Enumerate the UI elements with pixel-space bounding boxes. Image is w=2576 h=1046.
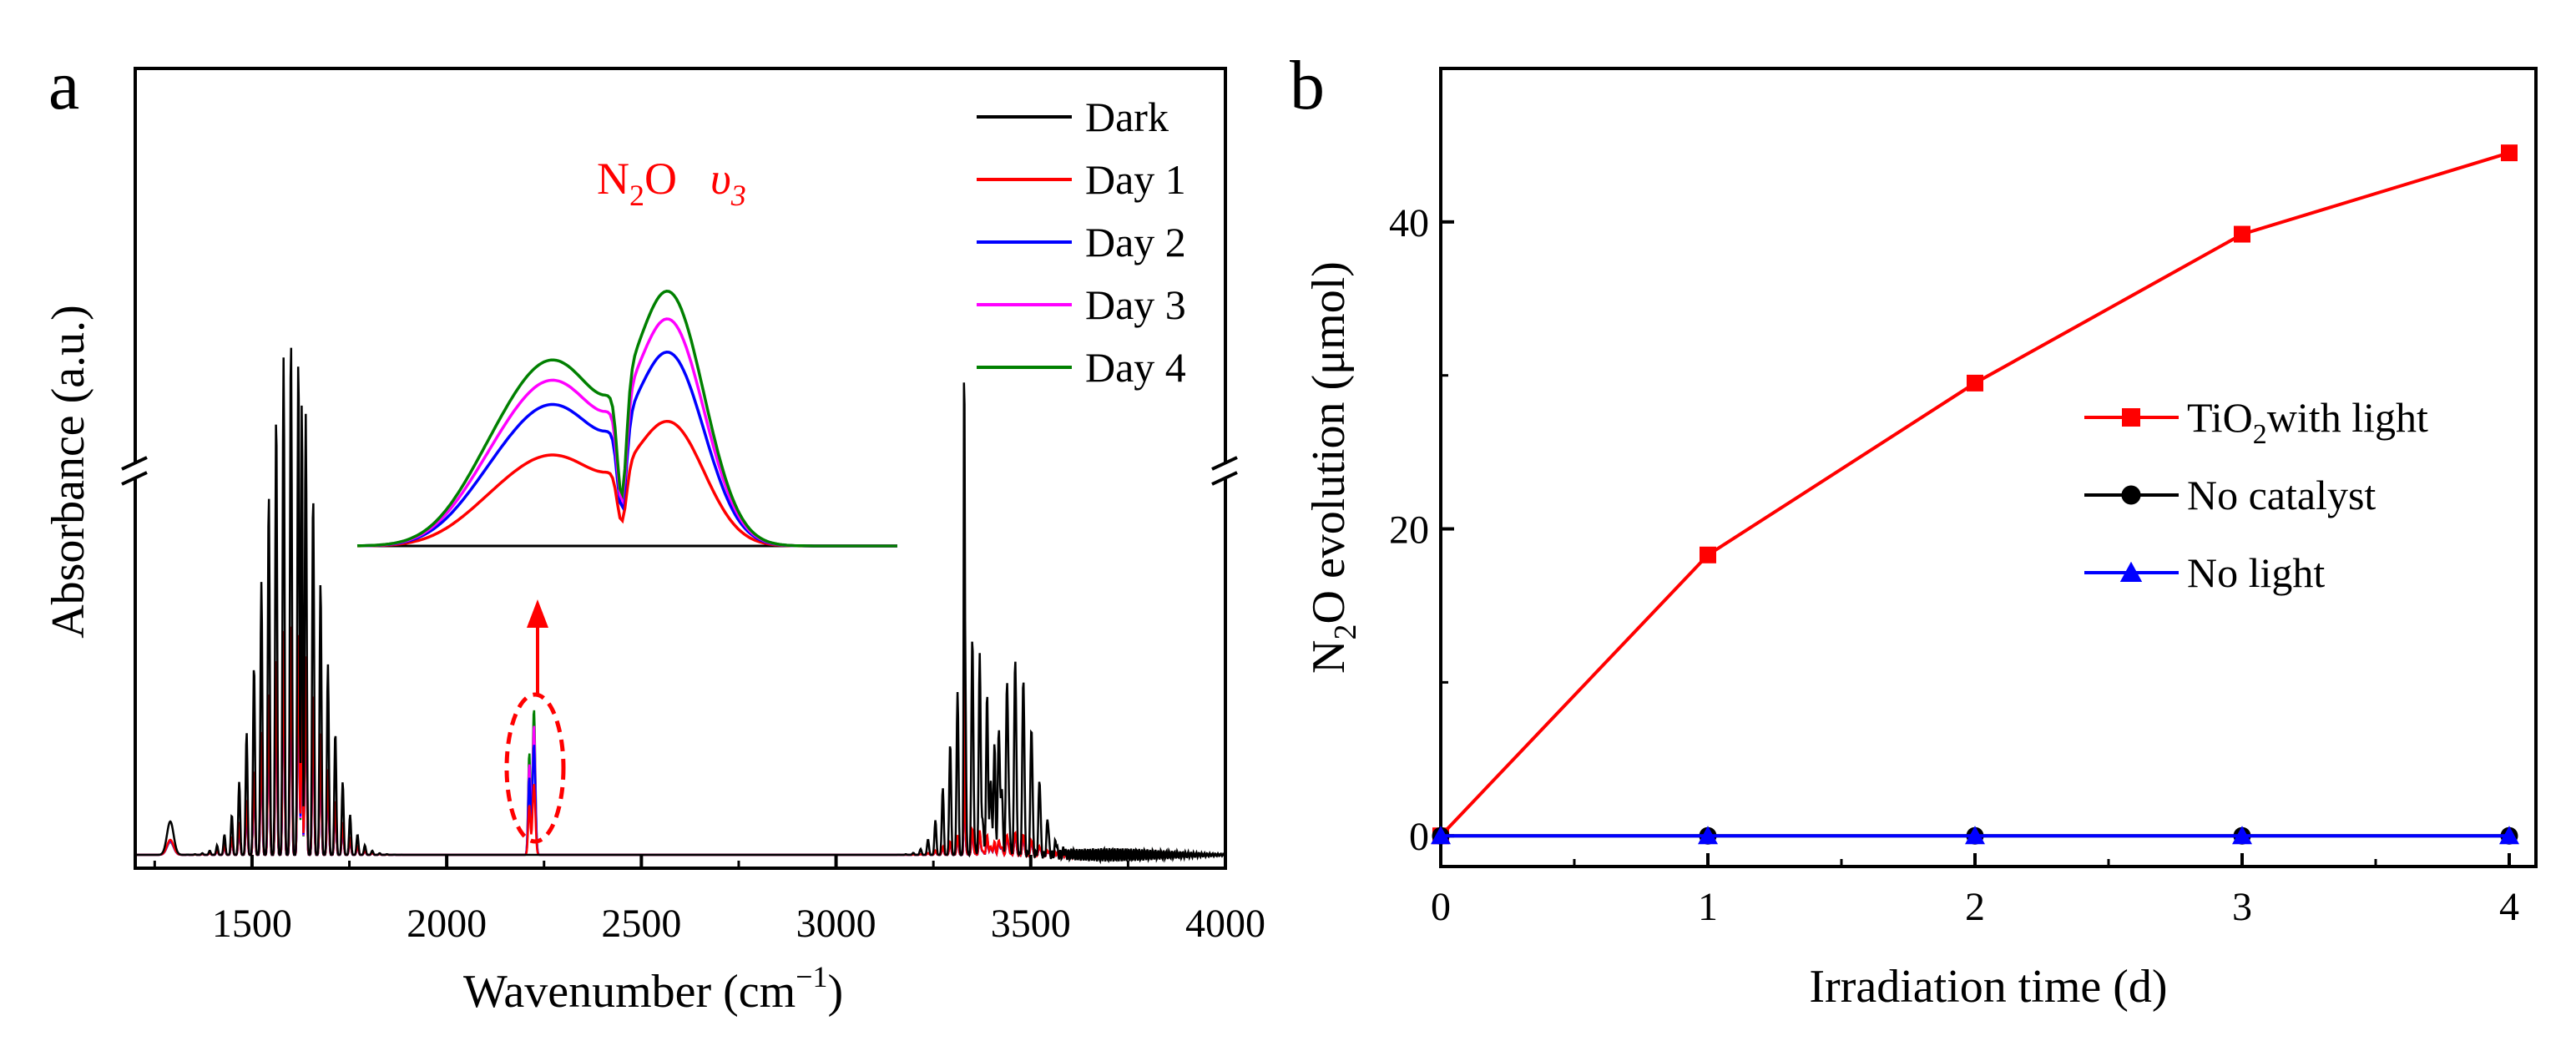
legend-b-marker <box>2121 485 2141 505</box>
data-point <box>1965 826 1985 845</box>
axis-break-right <box>1211 456 1238 486</box>
legend-a-label: Day 1 <box>1085 156 1186 203</box>
legend-b-label: No light <box>2187 549 2325 596</box>
panel-a-legend: Dark Day 1 Day 2 Day 3 Day 4 <box>977 93 1186 391</box>
panel-b-y-axis-label: N2O evolution (μmol) <box>1303 261 1363 674</box>
peak-annotation <box>504 599 566 844</box>
axis-break-left <box>121 456 149 486</box>
panel-a-inset: N2O υ3 <box>356 154 897 548</box>
panel-a-x-tick-label: 3500 <box>991 902 1071 946</box>
data-point <box>1700 546 1716 563</box>
legend-b-label: TiO2with light <box>2187 394 2428 450</box>
panel-b-x-tick-label: 2 <box>1965 885 1985 929</box>
panel-b-letter: b <box>1290 47 1325 124</box>
panel-b-x-axis-label: Irradiation time (d) <box>1809 961 2167 1013</box>
annotation-arrow-head <box>527 599 548 628</box>
panel-b-x-tick-label: 4 <box>2499 885 2519 929</box>
panel-a-x-tick-label: 3000 <box>796 902 876 946</box>
panel-a-x-tick-label: 4000 <box>1185 902 1265 946</box>
panel-a-x-tick-label: 1500 <box>212 902 292 946</box>
inset-label: N2O υ3 <box>597 154 746 212</box>
panel-b-y-tick-label: 20 <box>1389 508 1429 553</box>
panel-b-legend: TiO2with light No catalyst No light <box>2084 394 2428 596</box>
panel-b-series <box>1431 144 2519 845</box>
panel-a-x-axis-label: Wavenumber (cm−1) <box>463 960 843 1018</box>
annotation-ellipse <box>504 692 566 844</box>
panel-a-letter: a <box>48 47 79 124</box>
legend-a-label: Day 3 <box>1085 281 1186 328</box>
spectrum-dark <box>135 347 1226 865</box>
panel-b-x-tick-label: 1 <box>1698 885 1718 929</box>
panel-b-x-tick-label: 0 <box>1431 885 1451 929</box>
legend-b-marker <box>2119 561 2143 582</box>
panel-a: a 1500 2000 2500 3000 3500 4000 Wavenumber (c… <box>43 47 1265 1018</box>
data-point <box>2232 826 2252 845</box>
panel-a-y-axis-label: Absorbance (a.u.) <box>43 305 94 639</box>
legend-a-label: Day 2 <box>1085 219 1186 265</box>
panel-b-frame <box>1439 67 2538 868</box>
legend-a-label: Dark <box>1085 93 1169 140</box>
legend-a-label: Day 4 <box>1085 344 1186 391</box>
panel-a-x-axis: 1500 2000 2500 3000 3500 4000 <box>153 855 1265 946</box>
data-point <box>1698 826 1718 845</box>
data-point <box>2234 225 2250 243</box>
legend-b-marker <box>2122 408 2140 427</box>
data-point <box>1967 374 1983 392</box>
panel-b-y-tick-label: 0 <box>1409 815 1429 859</box>
panel-b-y-tick-label: 40 <box>1389 201 1429 245</box>
inset-curve-day-4 <box>356 290 897 548</box>
panel-b-x-tick-label: 3 <box>2232 885 2252 929</box>
data-point <box>2499 826 2519 845</box>
data-point <box>1431 826 1451 845</box>
panel-a-x-tick-label: 2000 <box>407 902 487 946</box>
panel-a-spectra <box>135 347 1226 865</box>
legend-b-label: No catalyst <box>2187 472 2376 518</box>
series-no-light <box>1431 826 2519 845</box>
data-point <box>2501 144 2518 162</box>
panel-a-x-tick-label: 2500 <box>601 902 681 946</box>
